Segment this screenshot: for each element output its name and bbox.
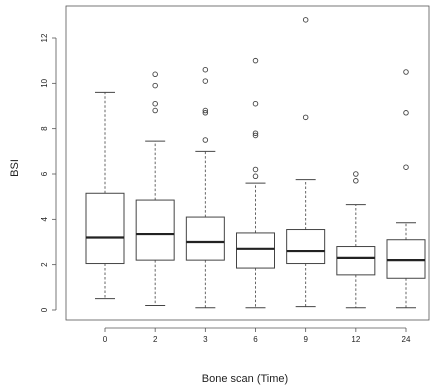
outlier-point bbox=[403, 164, 409, 170]
interquartile-box bbox=[135, 199, 175, 261]
x-tick-label: 3 bbox=[203, 335, 208, 344]
box-24 bbox=[386, 69, 426, 309]
outlier-point bbox=[252, 132, 259, 139]
box-3 bbox=[185, 66, 225, 309]
outlier-point bbox=[152, 100, 158, 107]
box-9 bbox=[286, 17, 326, 308]
outlier-point bbox=[252, 130, 259, 136]
interquartile-box bbox=[236, 232, 275, 269]
outlier-point bbox=[252, 57, 259, 64]
plot-frame bbox=[65, 5, 430, 321]
y-tick-label: 0 bbox=[40, 307, 49, 312]
y-axis-title: BSI bbox=[9, 159, 21, 177]
outlier-point bbox=[202, 137, 209, 143]
outlier-point bbox=[202, 66, 209, 73]
outlier-point bbox=[353, 171, 359, 177]
y-tick-label: 10 bbox=[40, 78, 49, 87]
outlier-point bbox=[152, 71, 158, 78]
y-tick-label: 12 bbox=[40, 33, 49, 42]
interquartile-box bbox=[386, 239, 426, 279]
y-tick-label: 8 bbox=[40, 126, 49, 131]
x-tick-label: 0 bbox=[103, 335, 108, 344]
outlier-point bbox=[252, 173, 259, 180]
outlier-point bbox=[302, 114, 309, 121]
interquartile-box bbox=[85, 192, 125, 265]
x-tick-label: 24 bbox=[402, 335, 411, 344]
x-axis: 0 2 3 6 9 12 24 bbox=[103, 327, 411, 344]
y-tick-label: 4 bbox=[40, 217, 49, 222]
outlier-point bbox=[152, 82, 158, 89]
x-tick-label: 6 bbox=[253, 335, 258, 344]
x-tick-label: 12 bbox=[351, 335, 360, 344]
y-axis: 0 2 4 6 8 10 12 bbox=[40, 33, 57, 312]
outlier-point bbox=[202, 107, 209, 114]
box-6 bbox=[236, 57, 275, 309]
box-12 bbox=[336, 171, 376, 309]
outlier-point bbox=[252, 166, 259, 173]
box-series bbox=[85, 17, 426, 309]
interquartile-box bbox=[336, 246, 376, 276]
y-tick-label: 2 bbox=[40, 262, 49, 267]
interquartile-box bbox=[185, 216, 225, 261]
x-tick-label: 2 bbox=[153, 335, 158, 344]
outlier-point bbox=[202, 110, 209, 116]
x-axis-title: Bone scan (Time) bbox=[202, 373, 288, 385]
outlier-point bbox=[252, 100, 259, 107]
outlier-point bbox=[152, 107, 158, 114]
interquartile-box bbox=[286, 229, 326, 265]
outlier-point bbox=[403, 69, 409, 75]
y-tick-label: 6 bbox=[40, 171, 49, 176]
box-0 bbox=[85, 91, 125, 300]
outlier-point bbox=[302, 17, 309, 23]
box-2 bbox=[135, 71, 175, 306]
outlier-point bbox=[403, 110, 409, 116]
outlier-point bbox=[353, 178, 359, 184]
outlier-point bbox=[202, 78, 209, 84]
x-tick-label: 9 bbox=[303, 335, 308, 344]
